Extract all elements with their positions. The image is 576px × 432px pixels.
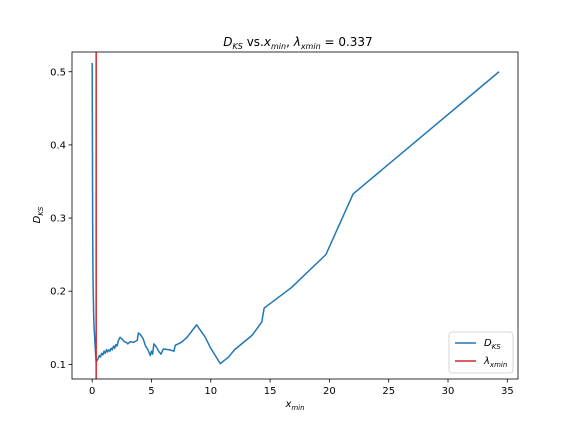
y-axis-label: DKS [32,206,45,223]
x-tick-label: 35 [501,386,514,397]
chart-title: DKS vs.xmin, λxmin = 0.337 [223,35,372,51]
x-tick-label: 5 [148,386,154,397]
x-tick-label: 20 [323,386,336,397]
y-tick-label: 0.1 [50,360,66,371]
axis-ticks: 0 5 10 15 20 25 30 35 0.1 0.2 0.3 0.4 0.5 [50,67,514,397]
x-tick-label: 25 [382,386,395,397]
x-tick-label: 10 [204,386,217,397]
legend-label-lambda: λxmin [483,356,507,369]
x-tick-label: 0 [89,386,95,397]
y-tick-label: 0.3 [50,214,66,225]
series-layer [91,52,500,379]
legend: DKS λxmin [448,331,514,374]
y-tick-label: 0.5 [50,67,66,78]
x-axis-label: xmin [284,399,304,412]
plot-frame [71,51,519,380]
legend-label-dks: DKS [484,338,501,351]
y-tick-label: 0.4 [50,140,66,151]
y-tick-label: 0.2 [50,287,66,298]
x-tick-label: 15 [264,386,277,397]
x-tick-label: 30 [442,386,455,397]
